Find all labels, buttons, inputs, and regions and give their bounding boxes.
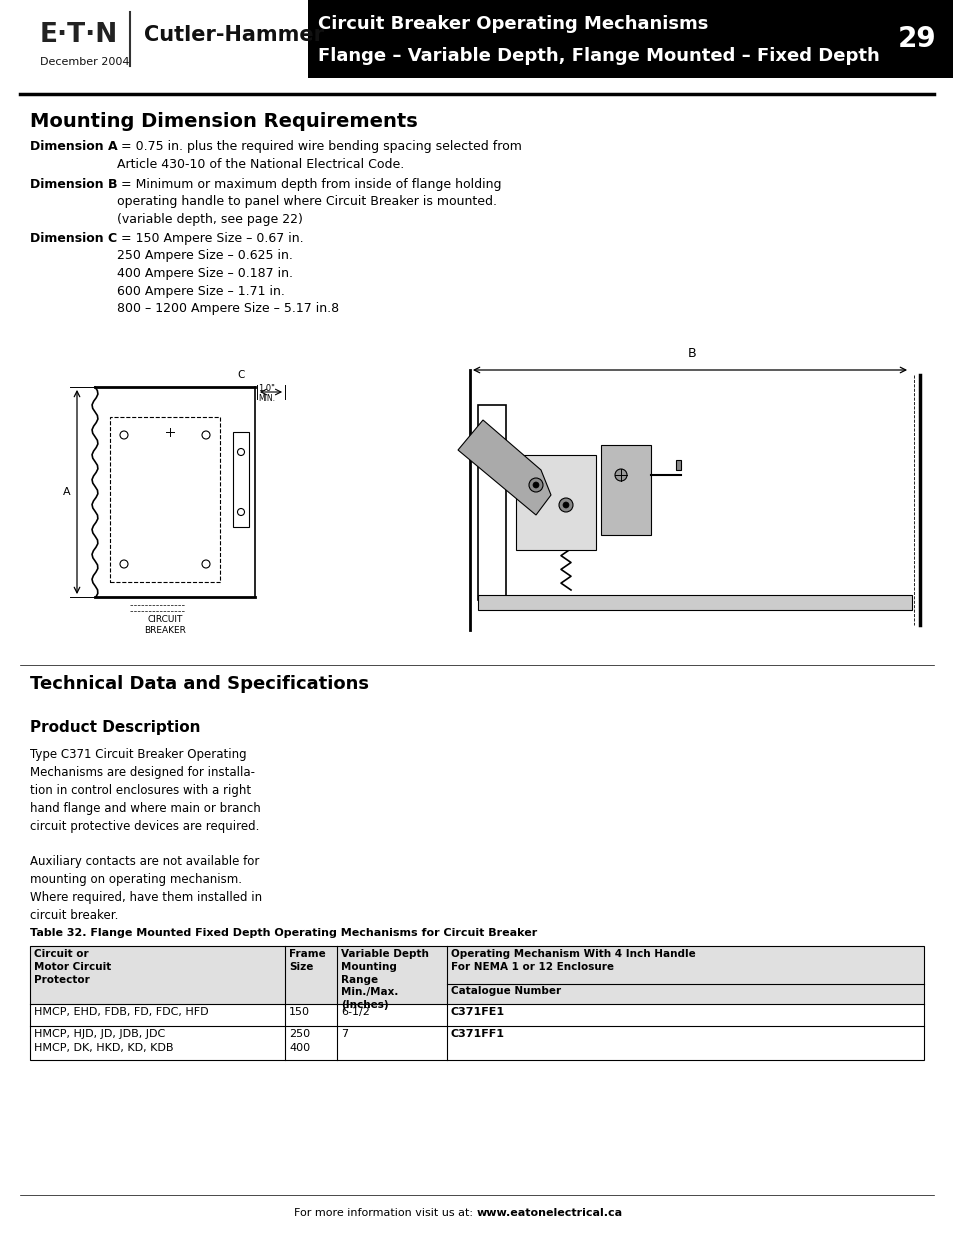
Text: Variable Depth
Mounting
Range
Min./Max.
(Inches): Variable Depth Mounting Range Min./Max. … (340, 948, 429, 1010)
Bar (0, 0, 953, 78)
Text: Catalogue Number: Catalogue Number (451, 986, 560, 995)
Text: Auxiliary contacts are not available for
mounting on operating mechanism.
Where : Auxiliary contacts are not available for… (30, 855, 262, 923)
Text: = 0.75 in. plus the required wire bending spacing selected from
Article 430-10 o: = 0.75 in. plus the required wire bendin… (117, 140, 521, 170)
Text: 1.0": 1.0" (257, 384, 274, 393)
Text: Type C371 Circuit Breaker Operating
Mechanisms are designed for installa-
tion i: Type C371 Circuit Breaker Operating Mech… (30, 748, 260, 832)
Text: 250
400: 250 400 (289, 1029, 310, 1052)
Bar (30, 946, 923, 1060)
Circle shape (615, 469, 626, 480)
Bar (233, 432, 249, 527)
Circle shape (533, 482, 538, 488)
Bar (516, 454, 596, 550)
Text: C371FE1: C371FE1 (451, 1007, 504, 1016)
Text: Frame
Size: Frame Size (289, 948, 325, 972)
Bar (477, 405, 505, 600)
Text: C371FF1: C371FF1 (451, 1029, 504, 1039)
Text: 29: 29 (897, 25, 935, 53)
Bar (30, 946, 923, 1004)
Text: Circuit or
Motor Circuit
Protector: Circuit or Motor Circuit Protector (34, 948, 112, 986)
Text: CIRCUIT
BREAKER: CIRCUIT BREAKER (144, 615, 186, 635)
Text: A: A (63, 487, 71, 496)
Text: MIN.: MIN. (257, 394, 274, 403)
Text: Dimension C: Dimension C (30, 232, 117, 245)
Circle shape (529, 478, 542, 492)
Text: = Minimum or maximum depth from inside of flange holding
operating handle to pan: = Minimum or maximum depth from inside o… (117, 178, 501, 226)
Bar (477, 595, 911, 610)
Bar (110, 417, 220, 582)
Text: Dimension A: Dimension A (30, 140, 117, 153)
Text: Dimension B: Dimension B (30, 178, 117, 191)
Text: For more information visit us at:: For more information visit us at: (294, 1208, 476, 1218)
Text: HMCP, HJD, JD, JDB, JDC
HMCP, DK, HKD, KD, KDB: HMCP, HJD, JD, JDB, JDC HMCP, DK, HKD, K… (34, 1029, 173, 1052)
Text: Mounting Dimension Requirements: Mounting Dimension Requirements (30, 112, 417, 131)
Text: Flange – Variable Depth, Flange Mounted – Fixed Depth: Flange – Variable Depth, Flange Mounted … (317, 47, 879, 65)
Bar (600, 445, 650, 535)
Text: = 150 Ampere Size – 0.67 in.
250 Ampere Size – 0.625 in.
400 Ampere Size – 0.187: = 150 Ampere Size – 0.67 in. 250 Ampere … (117, 232, 338, 315)
Text: B: B (687, 347, 696, 359)
Text: Product Description: Product Description (30, 720, 200, 735)
Bar (676, 459, 680, 471)
Text: 6-1/2: 6-1/2 (340, 1007, 370, 1016)
Text: C: C (236, 370, 244, 380)
Text: Cutler-Hammer: Cutler-Hammer (144, 25, 324, 44)
Text: HMCP, EHD, FDB, FD, FDC, HFD: HMCP, EHD, FDB, FD, FDC, HFD (34, 1007, 209, 1016)
Text: December 2004: December 2004 (40, 57, 130, 67)
Text: Technical Data and Specifications: Technical Data and Specifications (30, 676, 369, 693)
Text: Circuit Breaker Operating Mechanisms: Circuit Breaker Operating Mechanisms (317, 15, 708, 33)
Bar (0, 0, 308, 78)
Text: 150: 150 (289, 1007, 310, 1016)
Polygon shape (457, 420, 551, 515)
Text: www.eatonelectrical.ca: www.eatonelectrical.ca (476, 1208, 622, 1218)
Text: Operating Mechanism With 4 Inch Handle
For NEMA 1 or 12 Enclosure: Operating Mechanism With 4 Inch Handle F… (451, 948, 695, 972)
Text: Table 32. Flange Mounted Fixed Depth Operating Mechanisms for Circuit Breaker: Table 32. Flange Mounted Fixed Depth Ope… (30, 927, 537, 939)
Circle shape (562, 501, 568, 508)
Circle shape (558, 498, 573, 513)
Text: E·T·N: E·T·N (40, 22, 118, 48)
Text: 7: 7 (340, 1029, 348, 1039)
